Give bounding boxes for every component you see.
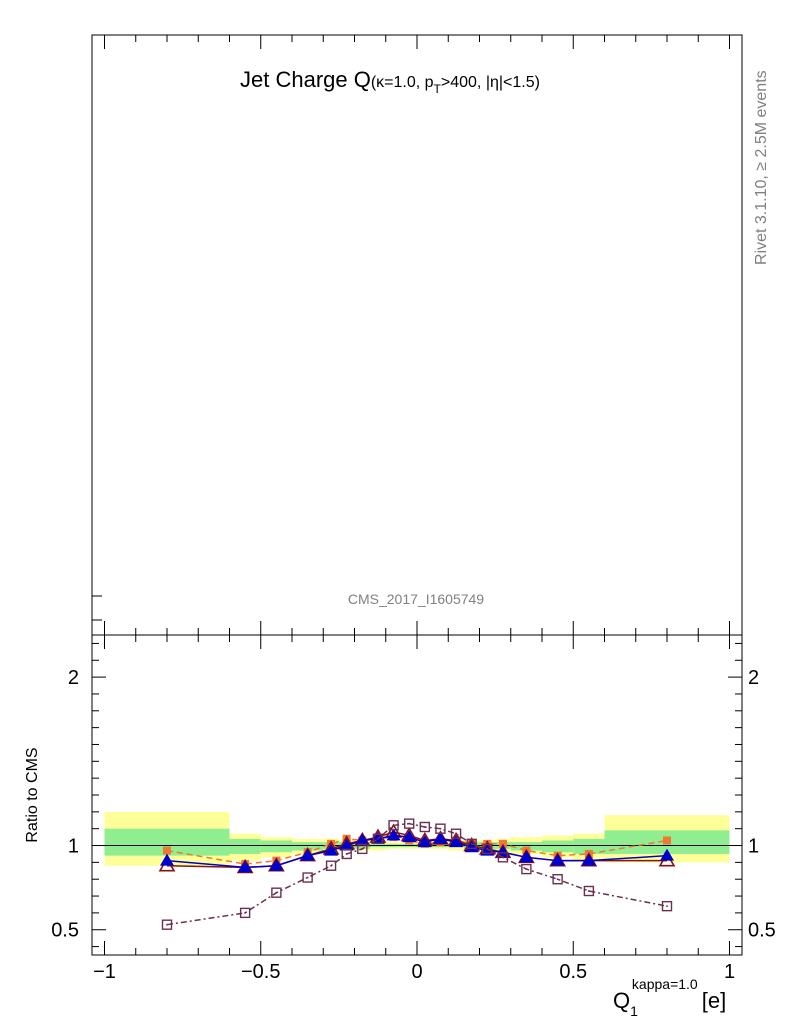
data-point	[464, 840, 479, 853]
x-tick-label: −1	[93, 961, 116, 983]
data-point-center	[556, 878, 559, 881]
data-point	[660, 848, 674, 861]
data-point	[341, 848, 352, 860]
data-point	[403, 818, 415, 829]
data-point-center	[361, 848, 364, 850]
data-point	[552, 874, 563, 885]
data-point	[163, 846, 171, 855]
data-point	[435, 823, 446, 834]
data-point-center	[166, 923, 168, 926]
data-point-center	[408, 822, 410, 825]
data-point	[388, 820, 399, 831]
analysis-label: CMS_2017_I1605749	[348, 591, 484, 607]
data-point	[300, 848, 315, 861]
main-panel	[91, 34, 743, 636]
data-point-center	[306, 876, 309, 879]
data-point-center	[392, 824, 395, 827]
mc-series	[158, 818, 676, 930]
data-point	[357, 843, 368, 855]
data-point	[581, 853, 596, 866]
data-point	[497, 852, 509, 863]
data-point-center	[275, 891, 278, 894]
ratio-panel-frame	[91, 634, 743, 956]
ratio-panel: −1 −0.5 0 0.5 1 0.5 0.5 1 1 2 2 Ratio to CMS Q1kap…	[24, 634, 776, 1019]
data-point	[550, 853, 565, 866]
y-axis-label: Ratio to CMS	[24, 747, 41, 842]
data-point-center	[525, 868, 528, 870]
data-point	[450, 828, 462, 839]
side-label: Rivet 3.1.10, ≥ 2.5M events	[753, 70, 770, 265]
data-point-center	[455, 832, 457, 835]
data-point	[466, 838, 477, 850]
x-tick-label: 0	[411, 961, 422, 983]
series-line	[166, 834, 668, 869]
main-panel-frame	[91, 34, 743, 636]
data-point	[386, 828, 401, 841]
data-point	[402, 830, 417, 843]
data-point-center	[244, 912, 246, 914]
band-green	[260, 840, 292, 853]
band-green	[229, 838, 261, 854]
y-tick-label-right: 1	[748, 836, 759, 858]
x-axis-label: Q1kappa=1.0[e]	[613, 976, 726, 1019]
data-point-center	[439, 827, 442, 830]
data-point-center	[502, 856, 504, 859]
data-point-center	[470, 843, 473, 845]
data-point	[419, 821, 431, 833]
data-point	[495, 845, 510, 858]
y-tick-label-right: 0.5	[748, 920, 776, 942]
data-point	[161, 919, 173, 930]
band-green	[573, 838, 605, 854]
data-point	[372, 833, 384, 844]
x-tick-label: 1	[724, 961, 735, 983]
data-point	[663, 836, 671, 845]
data-point	[521, 863, 532, 875]
band-green	[510, 842, 542, 851]
y-tick-label: 2	[68, 667, 79, 689]
data-point	[324, 843, 339, 856]
x-tick-label: 0.5	[559, 961, 587, 983]
band-green	[542, 840, 574, 853]
data-point	[239, 907, 251, 919]
data-point	[325, 860, 337, 871]
data-point	[417, 835, 432, 848]
data-point	[482, 843, 493, 855]
data-point	[339, 838, 354, 851]
ratio-panel-ticks	[92, 635, 742, 955]
data-point-center	[588, 890, 590, 892]
y-tick-label-right: 2	[748, 667, 759, 689]
data-point-center	[377, 837, 379, 840]
y-tick-label: 0.5	[51, 920, 79, 942]
data-point	[269, 858, 284, 871]
x-tick-label: −0.5	[241, 961, 280, 983]
band-green	[292, 842, 324, 851]
data-point	[160, 853, 174, 866]
data-point	[302, 872, 313, 883]
data-point	[661, 900, 673, 912]
main-panel-ticks	[92, 35, 730, 635]
plot-title: Jet Charge Q(κ=1.0, pT>400, |η|<1.5)	[240, 67, 540, 96]
data-point	[519, 850, 534, 863]
data-point	[271, 887, 282, 898]
data-point-center	[424, 826, 426, 828]
data-point-center	[345, 853, 348, 855]
data-point	[355, 833, 370, 846]
data-point	[238, 860, 253, 873]
data-point-center	[330, 864, 332, 867]
tick-labels: −1 −0.5 0 0.5 1 0.5 0.5 1 1 2 2	[51, 667, 776, 983]
data-point	[449, 835, 464, 848]
data-point-center	[666, 905, 668, 907]
data-point	[583, 885, 595, 897]
data-point-center	[486, 848, 489, 850]
y-tick-label: 1	[68, 836, 79, 858]
data-point	[433, 831, 448, 844]
